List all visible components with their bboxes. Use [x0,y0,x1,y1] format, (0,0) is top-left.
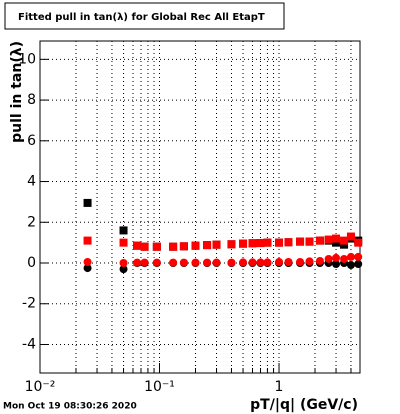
marker [346,261,355,270]
y-tick-label: 6 [27,133,36,149]
marker [227,240,236,249]
marker [332,253,341,262]
x-axis-label: pT/|q| (GeV/c) [250,397,358,413]
marker [248,258,257,267]
marker [133,241,142,250]
marker [332,260,341,269]
marker [248,239,257,248]
marker [305,257,314,266]
marker [119,265,128,274]
marker [332,234,341,243]
marker [284,238,293,247]
marker [83,257,92,266]
marker [212,258,221,267]
marker [83,198,92,207]
marker [239,239,248,248]
marker [346,232,355,241]
marker [305,237,314,246]
marker [83,236,92,245]
x-tick-label: 10⁻¹ [144,379,175,395]
y-tick-label: 2 [27,214,36,230]
marker [346,252,355,261]
marker [256,239,265,248]
marker [140,258,149,267]
marker [140,242,149,251]
marker [340,236,349,245]
marker [324,254,333,263]
marker [315,236,324,245]
title-box [4,2,285,30]
marker [354,238,363,247]
marker [119,259,128,268]
marker [191,258,200,267]
y-axis-label: pull in tan(λ) [9,41,25,143]
marker [169,258,178,267]
marker [340,254,349,263]
marker [227,258,236,267]
y-tick-label: 8 [27,92,36,108]
marker [179,258,188,267]
y-tick-label: 0 [27,255,36,271]
marker [263,258,272,267]
x-tick-label: 1 [275,379,284,395]
y-tick-label: -2 [22,296,36,312]
marker [152,258,161,267]
marker [152,242,161,251]
marker [256,258,265,267]
marker [191,241,200,250]
chart-title: Fitted pull in tan(λ) for Global Rec All… [18,12,265,23]
marker [296,257,305,266]
marker [354,252,363,261]
footer: Mon Oct 19 08:30:26 2020 [3,402,137,412]
y-tick-label: 4 [27,174,36,190]
marker [133,258,142,267]
marker [354,260,363,269]
marker [340,240,349,249]
marker [203,241,212,250]
marker [239,258,248,267]
marker [203,258,212,267]
marker [119,226,128,235]
marker [332,238,341,247]
plot-frame [39,40,361,374]
y-tick-label: 10 [18,51,36,67]
marker [275,257,284,266]
marker [263,238,272,247]
marker [212,240,221,249]
marker [275,238,284,247]
marker [169,242,178,251]
marker [119,238,128,247]
marker [284,257,293,266]
marker [296,237,305,246]
marker [315,256,324,265]
marker [83,264,92,273]
marker [179,242,188,251]
marker [324,235,333,244]
x-tick-label: 10⁻² [25,379,56,395]
y-tick-label: -4 [22,336,36,352]
